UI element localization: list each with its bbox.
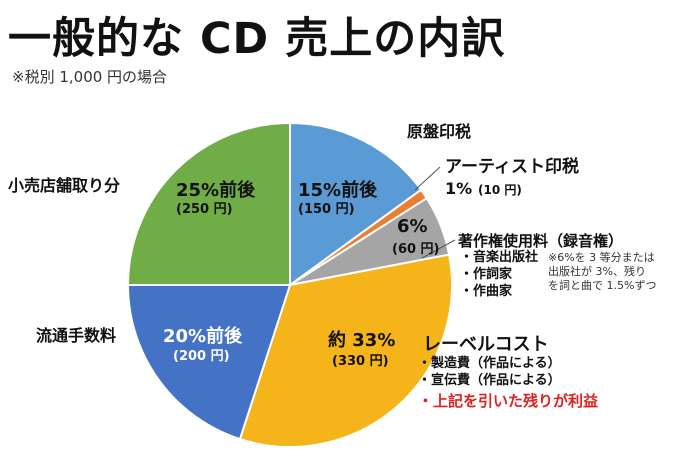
leader-line-copyright bbox=[421, 239, 456, 259]
chart-title: 一般的な CD 売上の内訳 bbox=[8, 14, 506, 64]
list-item: ・宣伝費（作品による） bbox=[418, 373, 561, 388]
note-line: 出版社が 3%、残り bbox=[548, 265, 646, 278]
pie-slice-distribution-fee bbox=[126, 284, 292, 441]
copyright-split-note: ※6%を 3 等分または 出版社が 3%、残り を詞と曲で 1.5%ずつ bbox=[548, 251, 656, 293]
slice-label-pct-master: 15%前後 bbox=[298, 180, 378, 201]
category-label-retail-share: 小売店舗取り分 bbox=[8, 176, 121, 195]
pie-slice-master-royalty bbox=[289, 121, 423, 287]
slice-label-pct-artist: 1% bbox=[445, 179, 473, 198]
slice-label-pct-distribution: 20%前後 bbox=[163, 326, 243, 347]
note-line: を詞と曲で 1.5%ずつ bbox=[548, 279, 657, 292]
chart-subtitle: ※税別 1,000 円の場合 bbox=[12, 68, 168, 86]
list-item: ・作詞家 bbox=[460, 267, 513, 282]
category-label-copyright-fee: 著作権使用料（録音権） bbox=[458, 232, 624, 250]
slice-label-pct-retail: 25%前後 bbox=[176, 180, 256, 201]
slice-label-yen-retail: (250 円) bbox=[176, 202, 233, 217]
slice-label-pct-label-cost: 約 33% bbox=[328, 330, 396, 351]
slice-label-yen-master: (150 円) bbox=[298, 202, 355, 217]
slice-label-yen-copyright: (60 円) bbox=[392, 242, 440, 257]
slice-label-yen-distribution: (200 円) bbox=[173, 349, 230, 364]
category-label-label-cost: レーベルコスト bbox=[423, 334, 549, 355]
profit-note: ・上記を引いた残りが利益 bbox=[418, 392, 599, 410]
slice-label-pct-copyright: 6% bbox=[397, 216, 428, 237]
copyright-recipient-list: ・音楽出版社 ・作詞家 ・作曲家 bbox=[460, 249, 538, 300]
list-item: ・製造費（作品による） bbox=[418, 356, 561, 371]
pie-slice-retail-share bbox=[126, 121, 291, 286]
note-line: ※6%を 3 等分または bbox=[548, 251, 655, 264]
list-item: ・音楽出版社 bbox=[460, 250, 539, 265]
slice-label-yen-artist: (10 円) bbox=[478, 183, 522, 197]
category-label-master-royalty: 原盤印税 bbox=[407, 122, 472, 141]
label-cost-breakdown-list: ・製造費（作品による） ・宣伝費（作品による） bbox=[418, 355, 561, 389]
pie-slice-label-cost bbox=[238, 253, 453, 448]
slice-label-yen-label-cost: (330 円) bbox=[332, 354, 389, 369]
category-label-artist-royalty: アーティスト印税 bbox=[445, 157, 579, 177]
list-item: ・作曲家 bbox=[460, 284, 513, 299]
category-label-distribution-fee: 流通手数料 bbox=[36, 326, 117, 345]
leader-line-artist bbox=[414, 166, 441, 191]
